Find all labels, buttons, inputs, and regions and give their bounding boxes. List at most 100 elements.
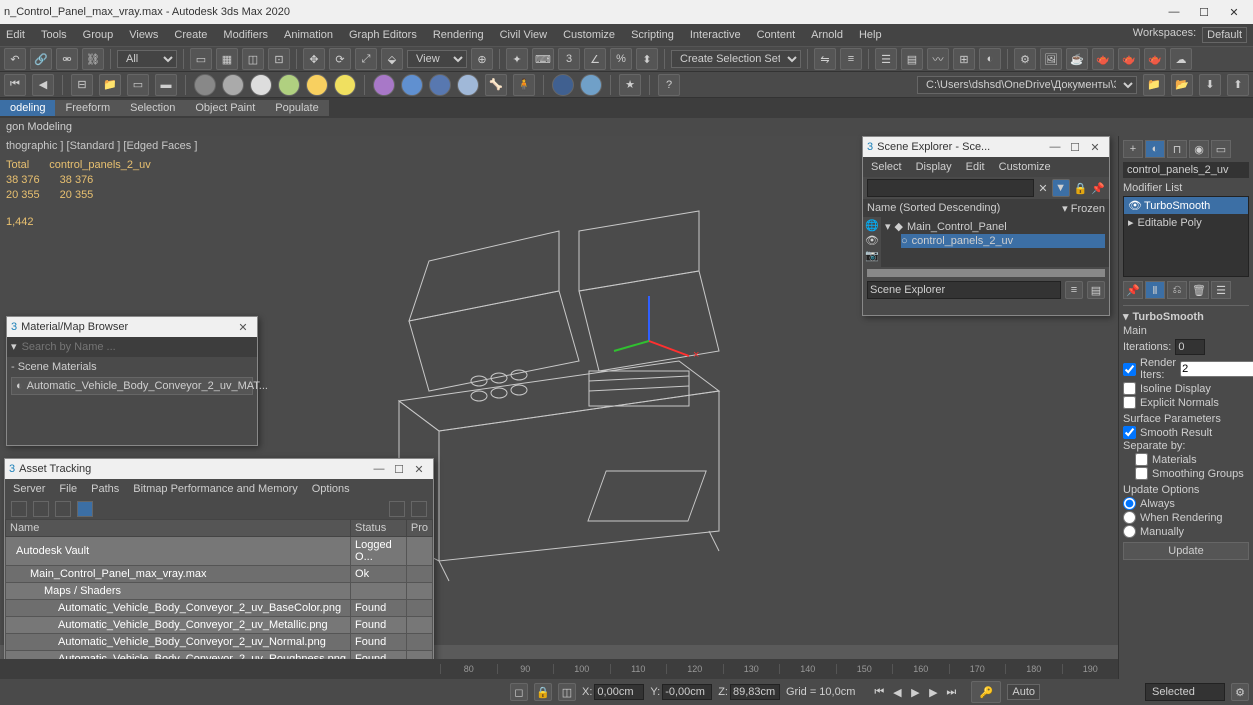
helper-dummy-icon[interactable]	[552, 74, 574, 96]
update-manually-radio[interactable]	[1123, 525, 1136, 538]
manipulate-button[interactable]: ✦	[506, 48, 528, 70]
rollout-title[interactable]: TurboSmooth	[1133, 311, 1204, 323]
render-iterative-button[interactable]: 🫖	[1144, 48, 1166, 70]
modifier-editable-poly[interactable]: ▸Editable Poly	[1124, 214, 1248, 231]
isolate-icon[interactable]: ◫	[558, 683, 576, 701]
timeline-tick[interactable]: 180	[1005, 664, 1062, 674]
show-end-result-icon[interactable]: Ⅱ	[1145, 281, 1165, 299]
at-menu-bitmap[interactable]: Bitmap Performance and Memory	[133, 483, 297, 495]
light-disc-icon[interactable]	[250, 74, 272, 96]
tab-selection[interactable]: Selection	[120, 100, 185, 116]
modifier-stack[interactable]: 👁TurboSmooth ▸Editable Poly	[1123, 196, 1249, 277]
at-tree-icon[interactable]	[33, 501, 49, 517]
import-button[interactable]: ⬇	[1199, 74, 1221, 96]
collapse-icon[interactable]: ▾	[885, 220, 891, 233]
at-menu-file[interactable]: File	[59, 483, 77, 495]
update-button[interactable]: Update	[1123, 542, 1249, 560]
placement-button[interactable]: ⬙	[381, 48, 403, 70]
menu-civil-view[interactable]: Civil View	[500, 29, 547, 41]
at-menu-server[interactable]: Server	[13, 483, 45, 495]
tab-modeling[interactable]: odeling	[0, 100, 55, 116]
prev-frame-button[interactable]: ◀	[32, 74, 54, 96]
at-list-icon[interactable]	[55, 501, 71, 517]
render-button[interactable]: ☕	[1066, 48, 1088, 70]
at-refresh-icon[interactable]	[11, 501, 27, 517]
menu-arnold[interactable]: Arnold	[811, 29, 843, 41]
maximize-button[interactable]: ☐	[389, 463, 409, 476]
maximize-button[interactable]: ☐	[1189, 2, 1219, 22]
percent-snap-button[interactable]: %	[610, 48, 632, 70]
at-highlight-icon[interactable]	[389, 501, 405, 517]
chevron-down-icon[interactable]: ▾	[11, 341, 20, 353]
close-button[interactable]: ✕	[1219, 2, 1249, 22]
time-config-icon[interactable]: ⚙	[1231, 683, 1249, 701]
lock-icon[interactable]: 🔒	[534, 683, 552, 701]
menu-scripting[interactable]: Scripting	[631, 29, 674, 41]
update-rendering-radio[interactable]	[1123, 511, 1136, 524]
tab-populate[interactable]: Populate	[265, 100, 328, 116]
timeline-tick[interactable]: 100	[553, 664, 610, 674]
menu-interactive[interactable]: Interactive	[690, 29, 741, 41]
material-item[interactable]: ◐ Automatic_Vehicle_Body_Conveyor_2_uv_M…	[11, 377, 253, 395]
menu-modifiers[interactable]: Modifiers	[223, 29, 268, 41]
table-row[interactable]: Main_Control_Panel_max_vray.maxOk	[6, 566, 433, 583]
render-iters-check[interactable]	[1123, 363, 1136, 376]
z-coord-input[interactable]	[730, 684, 780, 700]
name-column[interactable]: Name (Sorted Descending)	[867, 202, 1000, 214]
material-search-input[interactable]	[20, 339, 238, 355]
scene-explorer-panel[interactable]: 3 Scene Explorer - Sce... — ☐ ✕ Select D…	[862, 136, 1110, 316]
timeline-tick[interactable]: 190	[1062, 664, 1119, 674]
toggle-ribbon-button[interactable]: ▤	[901, 48, 923, 70]
select-name-button[interactable]: ▦	[216, 48, 238, 70]
tree-row-root[interactable]: ▾◆Main_Control_Panel	[885, 219, 1105, 234]
selection-set-selector[interactable]: Create Selection Set	[671, 50, 801, 68]
menu-rendering[interactable]: Rendering	[433, 29, 484, 41]
asset-table[interactable]: Name Status Pro Autodesk VaultLogged O..…	[5, 519, 433, 668]
curve-editor-button[interactable]: 〰	[927, 48, 949, 70]
frozen-column[interactable]: Frozen	[1071, 203, 1105, 215]
favorites-button[interactable]: ★	[619, 74, 641, 96]
close-button[interactable]: ✕	[409, 463, 429, 476]
next-key-icon[interactable]: ▶	[925, 684, 941, 700]
table-row[interactable]: Automatic_Vehicle_Body_Conveyor_2_uv_Nor…	[6, 634, 433, 651]
asset-tracking-panel[interactable]: 3 Asset Tracking — ☐ ✕ Server File Paths…	[4, 458, 434, 678]
timeline-tick[interactable]: 160	[892, 664, 949, 674]
chevron-down-icon[interactable]: ▾	[1062, 203, 1068, 215]
layer-props-button[interactable]: ▬	[155, 74, 177, 96]
rotate-button[interactable]: ⟳	[329, 48, 351, 70]
bone-button[interactable]: 🦴	[485, 74, 507, 96]
layer-button[interactable]: ▭	[127, 74, 149, 96]
x-coord-input[interactable]	[594, 684, 644, 700]
pivot-button[interactable]: ⊕	[471, 48, 493, 70]
sep-materials-check[interactable]	[1135, 453, 1148, 466]
se-menu-customize[interactable]: Customize	[999, 161, 1051, 173]
menu-content[interactable]: Content	[757, 29, 796, 41]
iterations-input[interactable]	[1175, 339, 1205, 355]
helper-point-icon[interactable]	[580, 74, 602, 96]
minimize-button[interactable]: —	[1045, 141, 1065, 153]
light-sphere-icon[interactable]	[222, 74, 244, 96]
snap-toggle-button[interactable]: 3	[558, 48, 580, 70]
camera-misc-icon[interactable]	[457, 74, 479, 96]
render-frame-button[interactable]: 🖼	[1040, 48, 1062, 70]
key-filter-selector[interactable]: Selected	[1145, 683, 1225, 701]
workspace-selector[interactable]: Default	[1202, 27, 1247, 43]
menu-tools[interactable]: Tools	[41, 29, 67, 41]
menu-animation[interactable]: Animation	[284, 29, 333, 41]
camera-free-icon[interactable]	[429, 74, 451, 96]
mirror-button[interactable]: ⇋	[814, 48, 836, 70]
viewport-label[interactable]: thographic ] [Standard ] [Edged Faces ]	[6, 140, 197, 152]
render-iters-input[interactable]	[1180, 361, 1253, 377]
scene-search-input[interactable]	[867, 179, 1034, 197]
col-status[interactable]: Status	[351, 520, 407, 537]
timeline-tick[interactable]: 110	[610, 664, 667, 674]
remove-modifier-icon[interactable]: 🗑	[1189, 281, 1209, 299]
named-sel-button[interactable]: ⊟	[71, 74, 93, 96]
light-sun-icon[interactable]	[306, 74, 328, 96]
camera-target-icon[interactable]	[401, 74, 423, 96]
angle-snap-button[interactable]: ∠	[584, 48, 606, 70]
export-button[interactable]: ⬆	[1227, 74, 1249, 96]
table-row[interactable]: Automatic_Vehicle_Body_Conveyor_2_uv_Bas…	[6, 600, 433, 617]
timeline-tick[interactable]: 130	[723, 664, 780, 674]
maximize-button[interactable]: ☐	[1065, 141, 1085, 154]
